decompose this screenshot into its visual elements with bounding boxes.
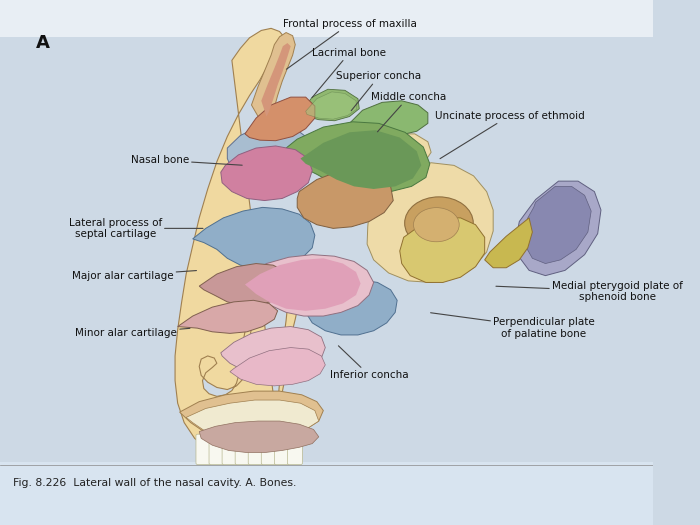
FancyBboxPatch shape [261,434,277,465]
FancyBboxPatch shape [222,434,237,465]
FancyBboxPatch shape [209,434,224,465]
Polygon shape [400,218,484,282]
Text: Major alar cartilage: Major alar cartilage [72,270,197,281]
FancyBboxPatch shape [0,462,653,525]
FancyBboxPatch shape [288,434,302,465]
FancyBboxPatch shape [0,0,653,37]
Text: Nasal bone: Nasal bone [131,155,242,165]
Polygon shape [180,391,323,440]
Polygon shape [178,300,278,333]
Polygon shape [193,207,315,269]
FancyBboxPatch shape [196,434,211,465]
Text: Perpendicular plate
of palatine bone: Perpendicular plate of palatine bone [430,313,595,339]
Ellipse shape [414,208,459,242]
Polygon shape [274,122,430,193]
Text: Minor alar cartilage: Minor alar cartilage [75,328,190,339]
Polygon shape [306,279,397,335]
Polygon shape [484,218,533,268]
Polygon shape [300,89,359,121]
Text: Middle concha: Middle concha [370,92,446,132]
Polygon shape [199,264,293,306]
FancyBboxPatch shape [248,434,263,465]
Polygon shape [230,348,326,386]
Polygon shape [245,258,360,311]
Polygon shape [220,146,312,201]
Text: Medial pterygoid plate of
sphenoid bone: Medial pterygoid plate of sphenoid bone [496,280,682,302]
Text: Inferior concha: Inferior concha [330,346,408,380]
Polygon shape [199,421,318,453]
Polygon shape [220,327,326,374]
Polygon shape [300,130,421,189]
Text: Lacrimal bone: Lacrimal bone [312,48,386,98]
Polygon shape [232,255,374,316]
Polygon shape [382,134,431,168]
Polygon shape [175,28,298,454]
Text: Superior concha: Superior concha [336,71,421,111]
Text: Lateral process of
septal cartilage: Lateral process of septal cartilage [69,217,203,239]
Polygon shape [251,33,295,120]
Polygon shape [245,97,315,141]
Polygon shape [524,186,592,264]
Polygon shape [306,92,357,119]
Polygon shape [228,125,312,185]
FancyBboxPatch shape [274,434,289,465]
Polygon shape [349,101,428,135]
Polygon shape [186,400,318,440]
Polygon shape [261,43,290,117]
Text: Frontal process of maxilla: Frontal process of maxilla [283,19,416,69]
Polygon shape [516,181,601,276]
FancyBboxPatch shape [235,434,250,465]
Ellipse shape [405,197,473,249]
Polygon shape [298,171,393,228]
FancyBboxPatch shape [0,0,653,525]
Text: Fig. 8.226  Lateral wall of the nasal cavity. A. Bones.: Fig. 8.226 Lateral wall of the nasal cav… [13,478,296,488]
Text: A: A [36,34,50,52]
Polygon shape [367,163,494,282]
Text: Uncinate process of ethmoid: Uncinate process of ethmoid [435,111,584,159]
